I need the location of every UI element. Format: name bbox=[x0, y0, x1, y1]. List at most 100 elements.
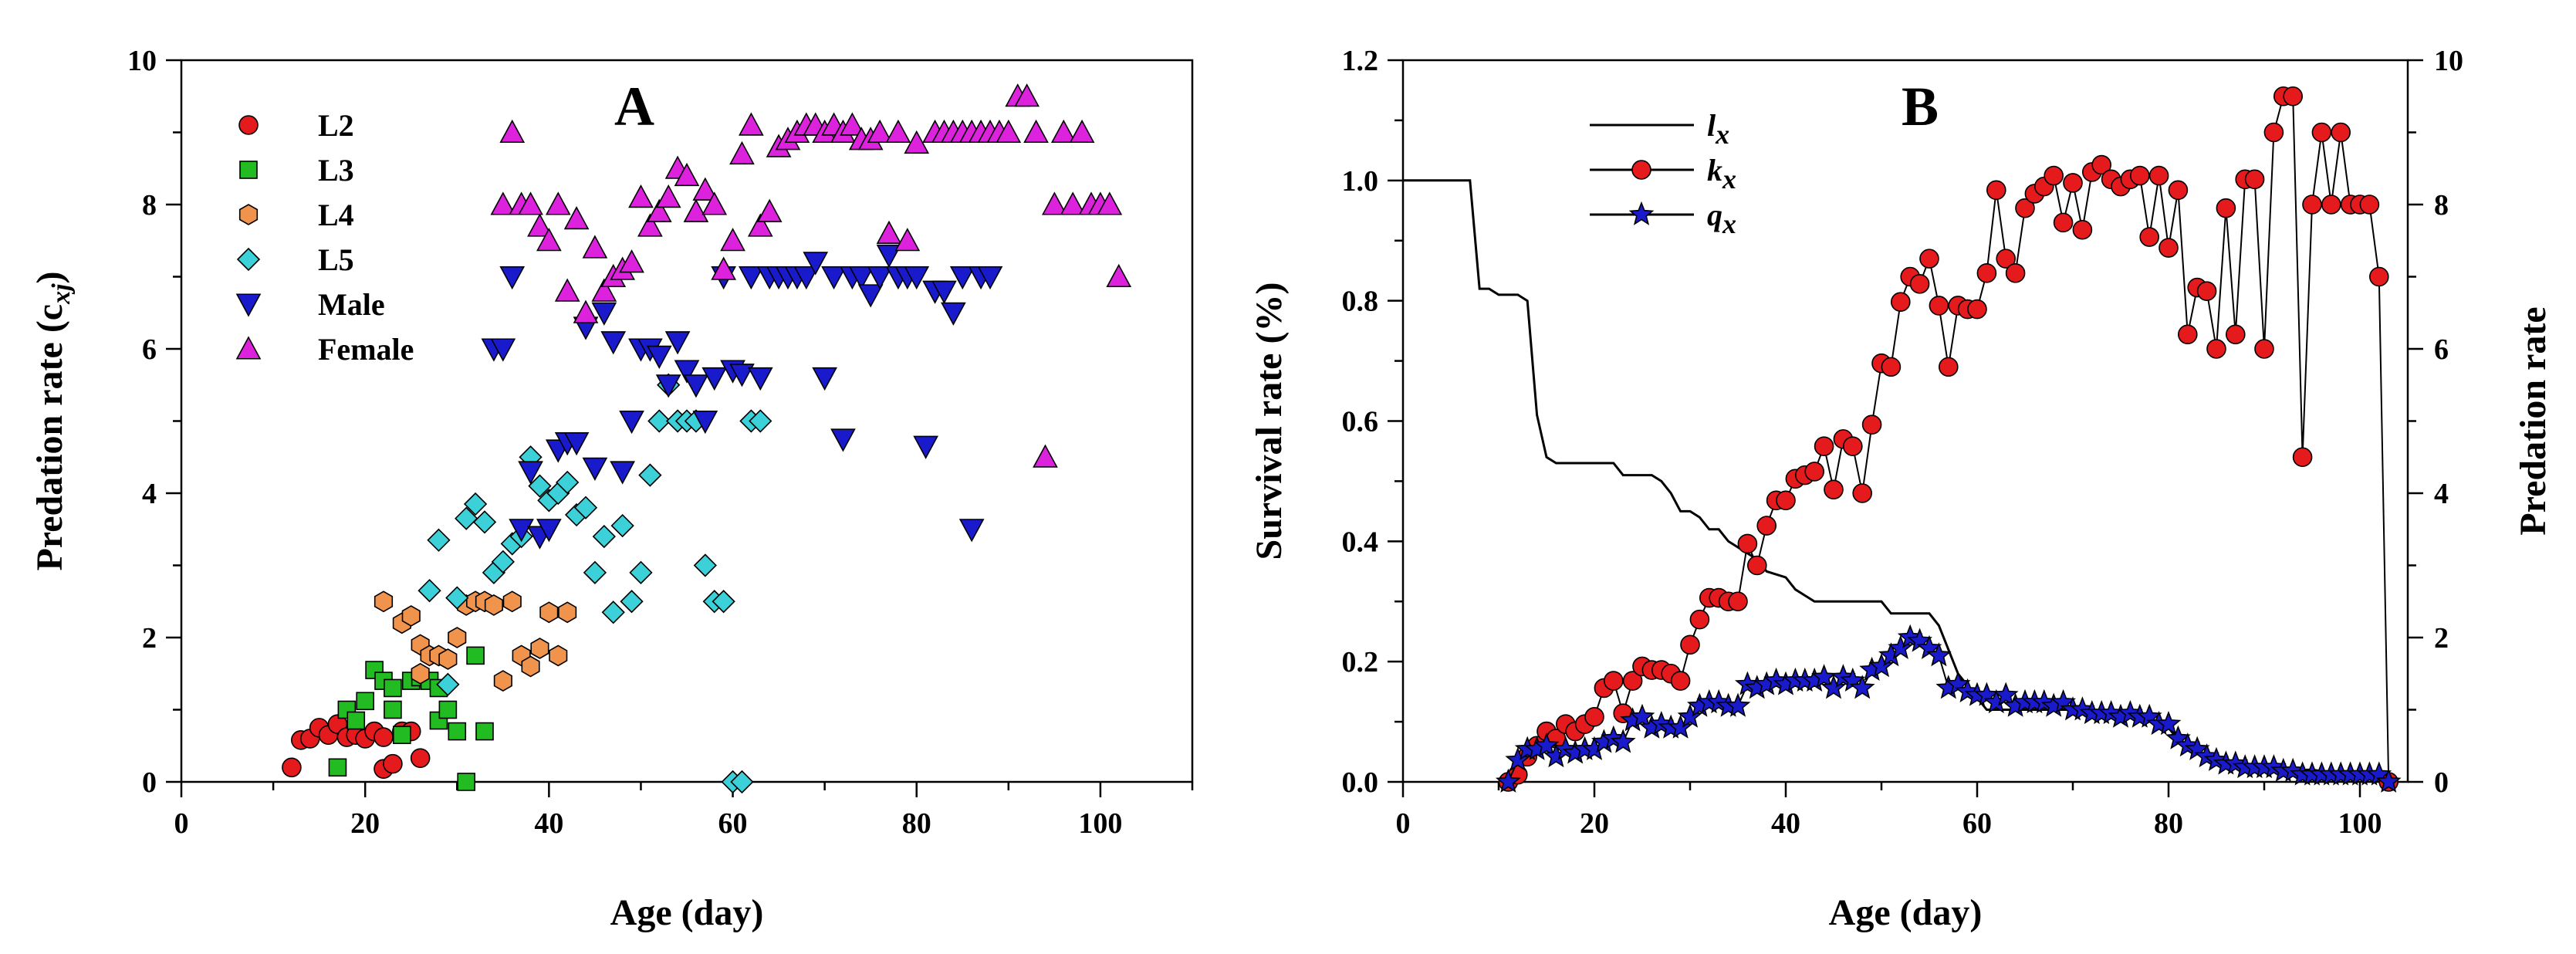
x-tick-label: 80 bbox=[2154, 807, 2183, 840]
data-point bbox=[674, 162, 700, 187]
data-point bbox=[977, 266, 1003, 290]
data-point bbox=[490, 338, 516, 362]
data-point bbox=[518, 461, 543, 485]
data-point bbox=[664, 331, 691, 355]
y-tick-label: 0.2 bbox=[1342, 646, 1379, 678]
data-point bbox=[393, 726, 411, 745]
data-point bbox=[803, 252, 829, 276]
data-point bbox=[1023, 119, 1049, 144]
data-point bbox=[530, 638, 549, 659]
data-point bbox=[1533, 732, 1560, 757]
y2-tick-label: 2 bbox=[2434, 622, 2449, 655]
data-point bbox=[1756, 516, 1776, 536]
legend-marker bbox=[235, 336, 262, 360]
data-point bbox=[2311, 122, 2332, 143]
data-point bbox=[554, 278, 580, 302]
y-tick-label: 6 bbox=[142, 333, 157, 366]
data-point bbox=[1737, 533, 1758, 554]
data-point bbox=[1604, 671, 1624, 691]
y-tick-label: 4 bbox=[142, 478, 157, 510]
data-point bbox=[484, 594, 504, 616]
data-point bbox=[949, 266, 975, 290]
y-axis-title: Predation rate (cxj) bbox=[29, 271, 76, 570]
data-point bbox=[848, 266, 874, 290]
data-point bbox=[729, 140, 755, 165]
data-point bbox=[582, 457, 608, 481]
data-point bbox=[463, 492, 488, 516]
y-tick-label: 0.0 bbox=[1342, 766, 1379, 799]
legend-label: L5 bbox=[318, 242, 354, 277]
data-point bbox=[1776, 490, 1796, 511]
y-tick-label: 1.2 bbox=[1342, 45, 1379, 77]
data-point bbox=[674, 360, 700, 384]
data-point bbox=[756, 198, 783, 222]
series-l5 bbox=[418, 373, 772, 794]
y-tick-label: 2 bbox=[142, 622, 157, 655]
data-point bbox=[1967, 299, 1987, 320]
data-point bbox=[592, 524, 616, 549]
x-tick-label: 80 bbox=[902, 807, 931, 840]
legend-label: kx bbox=[1707, 153, 1736, 195]
y2-tick-label: 10 bbox=[2434, 45, 2463, 77]
legend-marker bbox=[238, 115, 259, 135]
data-point bbox=[646, 198, 672, 222]
data-point bbox=[1622, 671, 1643, 691]
legend-label: Female bbox=[318, 332, 414, 367]
data-point bbox=[730, 770, 754, 794]
data-point bbox=[628, 184, 654, 208]
data-point bbox=[2263, 122, 2284, 143]
data-point bbox=[601, 600, 625, 624]
data-point bbox=[637, 213, 663, 237]
data-point bbox=[347, 711, 366, 730]
data-point bbox=[683, 198, 709, 222]
data-point bbox=[610, 513, 634, 538]
data-point bbox=[558, 601, 577, 624]
data-point bbox=[1584, 707, 1604, 727]
data-point bbox=[840, 112, 865, 136]
data-point bbox=[629, 560, 653, 584]
y2-axis-title: Predation rate bbox=[2513, 306, 2554, 535]
data-point bbox=[701, 191, 728, 215]
data-point bbox=[1986, 180, 2006, 201]
y2-tick-label: 0 bbox=[2434, 766, 2449, 799]
panel-title: A bbox=[614, 76, 654, 137]
data-point bbox=[374, 590, 394, 613]
legend-marker bbox=[235, 293, 262, 317]
legend-marker bbox=[238, 204, 259, 225]
data-point bbox=[941, 302, 966, 326]
data-point bbox=[563, 431, 590, 456]
data-point bbox=[876, 244, 902, 269]
data-point bbox=[876, 220, 902, 244]
data-point bbox=[619, 249, 644, 273]
data-point bbox=[556, 470, 580, 495]
data-point bbox=[821, 266, 847, 290]
data-point bbox=[1668, 714, 1693, 739]
data-point bbox=[739, 112, 764, 136]
data-point bbox=[2206, 339, 2226, 359]
x-tick-label: 20 bbox=[350, 807, 380, 840]
data-point bbox=[729, 364, 755, 387]
data-point bbox=[996, 119, 1022, 144]
data-point bbox=[493, 670, 512, 692]
legend-label: L2 bbox=[318, 108, 354, 143]
data-point bbox=[638, 463, 662, 487]
data-point bbox=[1725, 692, 1751, 717]
data-point bbox=[1610, 729, 1636, 753]
data-point bbox=[455, 506, 478, 530]
data-point bbox=[2063, 173, 2083, 193]
data-point bbox=[1849, 675, 1875, 699]
data-point bbox=[539, 601, 559, 624]
data-point bbox=[328, 758, 347, 777]
data-point bbox=[466, 646, 485, 665]
data-point bbox=[619, 410, 644, 435]
data-point bbox=[1861, 414, 1882, 435]
y2-tick-label: 8 bbox=[2434, 189, 2449, 222]
data-point bbox=[885, 119, 911, 144]
y2-tick-label: 4 bbox=[2434, 478, 2449, 510]
y-tick-label: 0 bbox=[142, 766, 157, 799]
data-point bbox=[1919, 249, 1939, 269]
legend-label: Male bbox=[318, 287, 385, 322]
data-point bbox=[793, 266, 820, 290]
data-point bbox=[693, 553, 717, 577]
data-point bbox=[1106, 263, 1132, 288]
